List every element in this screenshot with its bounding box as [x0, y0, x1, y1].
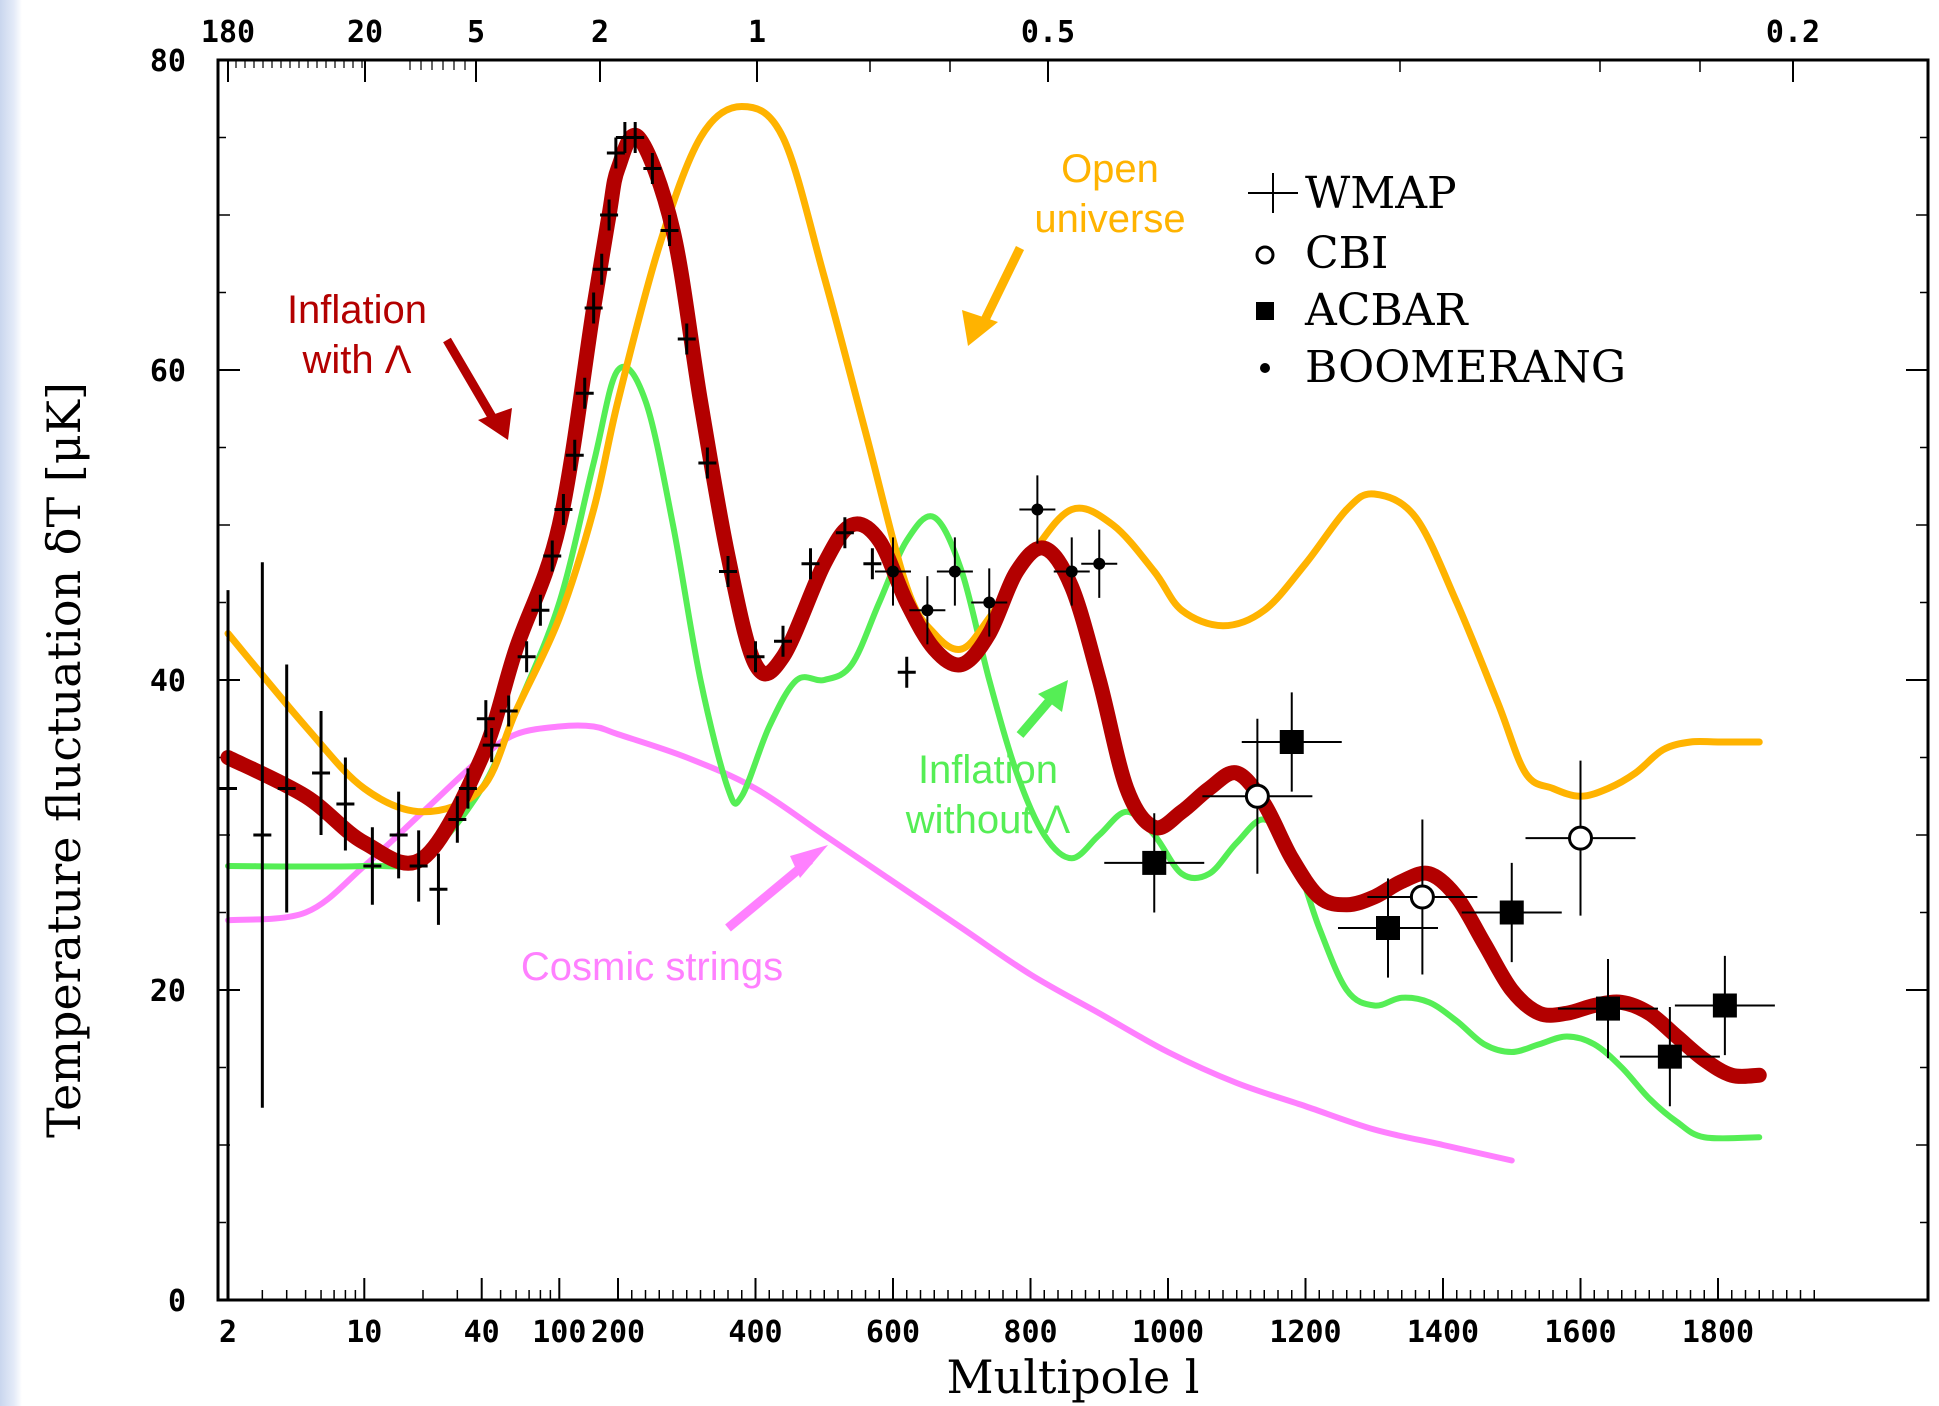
x-axis-title: Multipole l	[946, 1350, 1199, 1404]
x-tick-label: 600	[866, 1315, 920, 1350]
cbi-point	[1244, 783, 1270, 809]
x-tick-label: 1800	[1682, 1315, 1754, 1350]
arrow-inflation-with-lambda	[443, 337, 499, 425]
acbar-point	[1499, 900, 1524, 925]
top-tick-label: 0.2	[1766, 15, 1820, 50]
y-tick-label: 20	[150, 974, 186, 1009]
legend: WMAP CBI ACBAR BOOMERANG	[1248, 168, 1626, 393]
legend-label-boomerang: BOOMERANG	[1305, 342, 1626, 393]
annotation-inflation-without-lambda: Inflation without Λ	[905, 748, 1071, 842]
boomerang-point	[1093, 557, 1106, 570]
annotation-cosmic-strings: Cosmic strings	[521, 945, 783, 989]
arrow-open-universe	[975, 246, 1025, 332]
x-tick-label: 400	[728, 1315, 782, 1350]
x-tick-label: 1600	[1544, 1315, 1616, 1350]
arrow-cosmic-strings	[725, 856, 813, 932]
x-tick-label: 200	[591, 1315, 645, 1350]
legend-marker-wmap	[1248, 173, 1298, 213]
boomerang-point	[1065, 565, 1078, 578]
acbar-point	[1376, 916, 1400, 940]
cbi-point	[1568, 825, 1593, 851]
y-tick-label: 80	[150, 44, 186, 79]
x-tick-label: 800	[1003, 1315, 1057, 1350]
y-tick-label: 40	[150, 664, 186, 699]
axis-ticks	[218, 59, 1928, 1301]
x-tick-labels: 2 10 40 100 200 400 600 800 1000 1200 1400 1600 1800	[219, 1315, 1754, 1350]
arrowhead-inflation-without-lambda-icon	[1038, 680, 1068, 712]
x-tick-label: 2	[219, 1315, 237, 1350]
legend-label-wmap: WMAP	[1305, 168, 1457, 219]
x-tick-label: 1200	[1269, 1315, 1341, 1350]
y-tick-labels: 0 20 40 60 80	[150, 44, 186, 1319]
theory-curves	[220, 103, 1767, 1164]
y-tick-label: 60	[150, 354, 186, 389]
legend-label-cbi: CBI	[1305, 228, 1388, 279]
boomerang-point	[921, 604, 934, 617]
arrowhead-cosmic-strings-icon	[790, 845, 828, 878]
arrowhead-inflation-with-lambda-icon	[478, 408, 512, 440]
legend-marker-boomerang	[1260, 363, 1270, 373]
acbar-point	[1142, 850, 1167, 875]
legend-marker-acbar	[1256, 302, 1274, 320]
acbar-point	[1657, 1044, 1682, 1069]
y-tick-label: 0	[168, 1284, 186, 1319]
x-tick-label: 1400	[1407, 1315, 1479, 1350]
top-tick-label: 1	[748, 15, 766, 50]
curve-inflation-without-lambda	[225, 363, 1763, 1142]
boomerang-point	[983, 596, 996, 609]
legend-marker-cbi	[1255, 245, 1275, 265]
top-tick-label: 5	[467, 15, 485, 50]
x-tick-label: 10	[346, 1315, 382, 1350]
top-tick-labels: 180 20 5 2 1 0.5 0.2	[201, 15, 1820, 50]
y-axis-title: Temperature fluctuation δT [μK]	[37, 382, 91, 1138]
x-tick-label: 1000	[1132, 1315, 1204, 1350]
boomerang-point	[948, 565, 961, 578]
acbar-point	[1596, 996, 1620, 1021]
top-tick-label: 180	[201, 15, 255, 50]
acbar-point	[1279, 730, 1304, 754]
top-tick-label: 20	[347, 15, 383, 50]
x-tick-label: 40	[464, 1315, 500, 1350]
acbar-point	[1712, 993, 1737, 1018]
top-tick-label: 0.5	[1021, 15, 1075, 50]
annotation-inflation-with-lambda: Inflation with Λ	[287, 288, 427, 382]
curve-cosmic-strings	[225, 722, 1515, 1164]
arrowhead-open-universe-icon	[962, 310, 998, 346]
top-tick-label: 2	[591, 15, 609, 50]
boomerang-point	[887, 565, 899, 578]
annotation-open-universe: Open universe	[1034, 147, 1185, 241]
plot-frame	[216, 58, 1930, 1302]
data-points	[219, 122, 1775, 1300]
boomerang-point	[1031, 503, 1044, 516]
cbi-point	[1409, 884, 1435, 910]
x-tick-label: 100	[532, 1315, 586, 1350]
legend-label-acbar: ACBAR	[1304, 285, 1470, 336]
arrow-inflation-without-lambda	[1016, 697, 1054, 738]
